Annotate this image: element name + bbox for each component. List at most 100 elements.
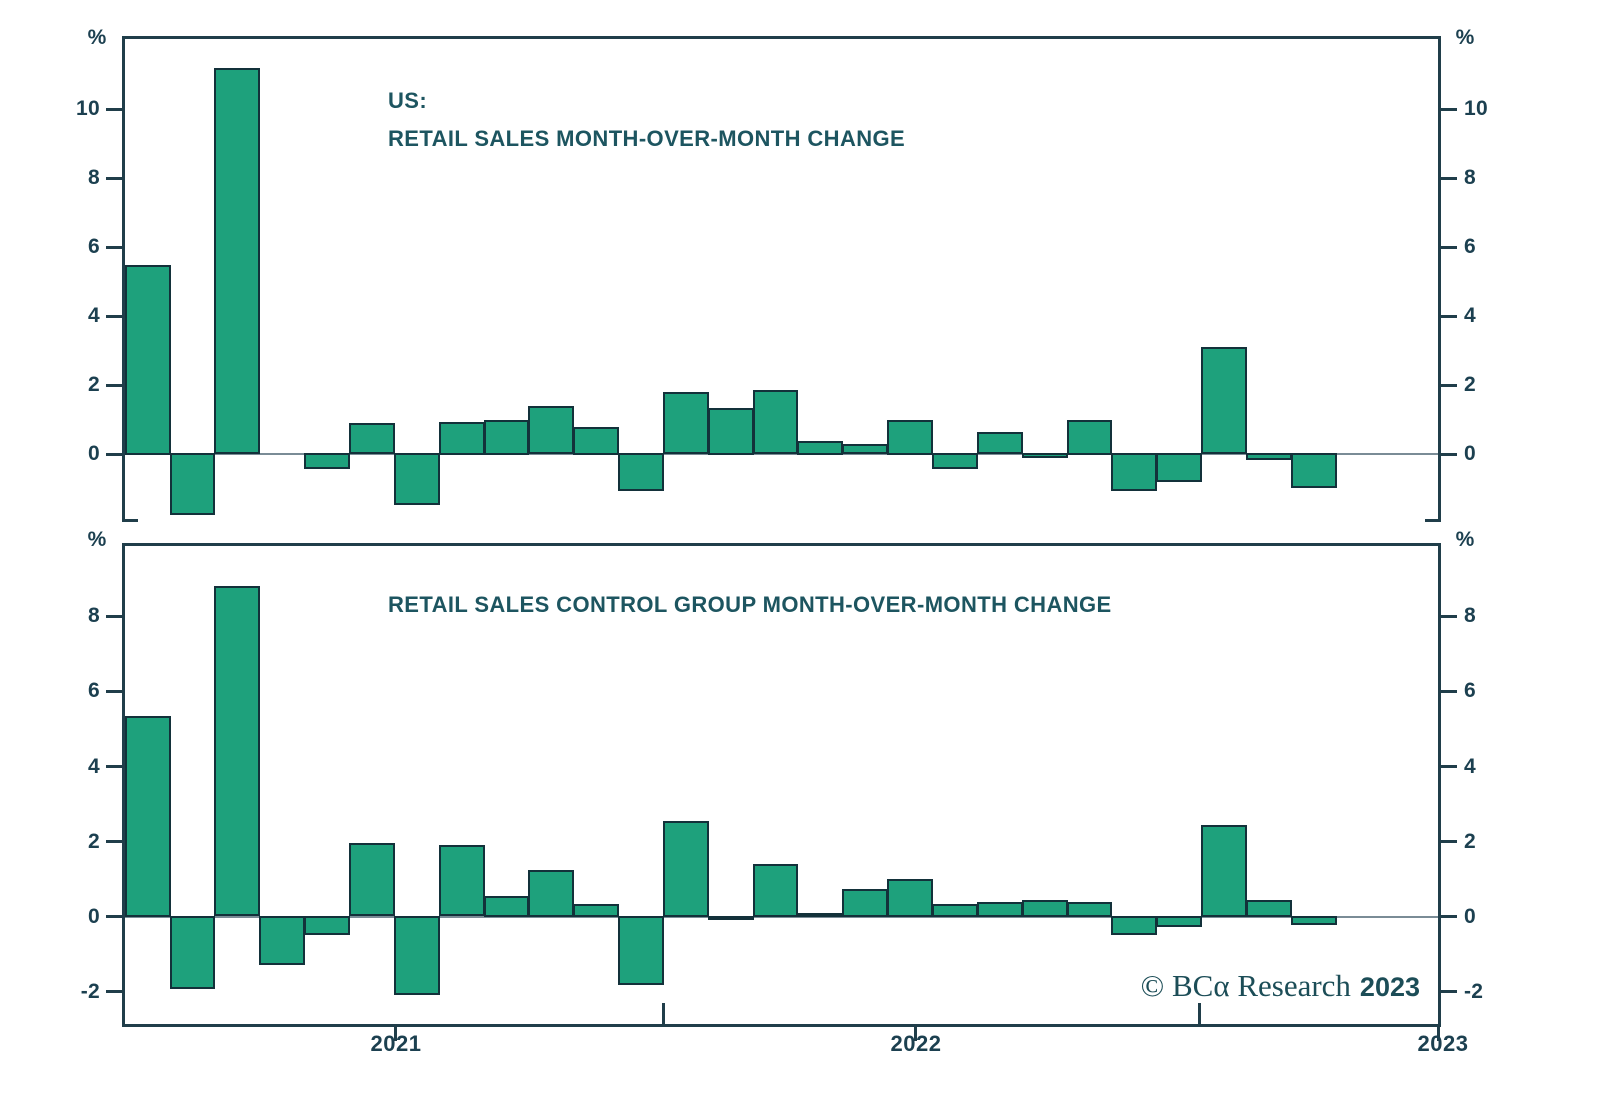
year-boundary-tick-2023 xyxy=(1198,1003,1201,1025)
y-tick-right xyxy=(1441,915,1457,919)
y-tick-label-right: 10 xyxy=(1464,97,1488,121)
bottom-panel-left-spine xyxy=(122,543,125,1027)
y-tick-right xyxy=(1441,314,1457,318)
year-minor-tick-2021 xyxy=(394,1027,397,1041)
bar-mar-2021 xyxy=(214,68,260,454)
y-tick-label-right: -2 xyxy=(1464,979,1484,1003)
y-tick-right xyxy=(1441,245,1457,249)
y-tick-label-right: 0 xyxy=(1464,904,1476,928)
y-tick-right xyxy=(1441,176,1457,180)
bar-jul-2022 xyxy=(932,453,978,469)
bar-aug-2022 xyxy=(977,902,1023,917)
bottom-chart-title: RETAIL SALES CONTROL GROUP MONTH-OVER-MO… xyxy=(388,592,1112,617)
top-panel-left-spine xyxy=(122,36,125,522)
y-tick-label-left: 0 xyxy=(88,442,100,466)
bar-feb-2022 xyxy=(708,916,754,920)
y-tick-label-left: 4 xyxy=(88,754,100,778)
bar-feb-2023 xyxy=(1246,453,1292,460)
y-tick-label-right: 8 xyxy=(1464,604,1476,628)
bar-nov-2021 xyxy=(573,904,619,917)
bar-may-2022 xyxy=(842,444,888,454)
bar-mar-2023 xyxy=(1291,453,1337,488)
y-tick-label-left: 2 xyxy=(88,373,100,397)
year-minor-tick-2022 xyxy=(914,1027,917,1041)
y-tick-right xyxy=(1441,452,1457,456)
bar-dec-2021 xyxy=(618,916,664,985)
y-tick-label-left: -2 xyxy=(80,979,100,1003)
y-tick-label-right: 0 xyxy=(1464,442,1476,466)
y-tick-left xyxy=(106,765,122,768)
bar-may-2021 xyxy=(304,453,350,469)
y-tick-label-right: 2 xyxy=(1464,829,1476,853)
bar-oct-2022 xyxy=(1067,902,1112,917)
bar-nov-2021 xyxy=(573,427,619,455)
y-tick-label-left: 2 xyxy=(88,829,100,853)
bar-jan-2023 xyxy=(1201,347,1247,454)
year-minor-tick-2023 xyxy=(1437,1027,1440,1041)
bottom-panel-unit-left: % xyxy=(87,528,107,551)
bar-feb-2021 xyxy=(170,916,215,989)
bar-mar-2023 xyxy=(1291,916,1337,925)
y-tick-left xyxy=(106,245,122,249)
y-tick-label-left: 4 xyxy=(88,304,100,328)
top-chart-title-line1: US: xyxy=(388,88,428,113)
bottom-panel-right-spine xyxy=(1438,543,1441,1027)
bar-sep-2021 xyxy=(484,896,529,917)
bar-jun-2022 xyxy=(887,879,933,917)
bar-oct-2021 xyxy=(528,406,574,454)
top-panel-right-spine xyxy=(1438,36,1441,522)
x-axis-label-2022: 2022 xyxy=(890,1031,942,1056)
bottom-panel-top-border xyxy=(122,543,1441,546)
bar-jan-2022 xyxy=(663,392,709,454)
bar-jul-2021 xyxy=(394,916,440,995)
y-tick-label-right: 6 xyxy=(1464,235,1476,259)
top-panel-top-border xyxy=(122,36,1441,39)
bar-apr-2021 xyxy=(259,916,305,965)
y-tick-label-right: 4 xyxy=(1464,754,1476,778)
bar-jan-2023 xyxy=(1201,825,1247,917)
bar-nov-2022 xyxy=(1111,916,1157,935)
y-tick-right xyxy=(1441,990,1457,994)
bca-research-wordmark: © BCα Research 2023 xyxy=(1060,968,1420,1004)
bar-dec-2021 xyxy=(618,453,664,491)
y-tick-right xyxy=(1441,107,1457,111)
bar-mar-2021 xyxy=(214,586,260,916)
bar-aug-2021 xyxy=(439,845,485,916)
y-tick-right xyxy=(1441,765,1457,768)
y-tick-label-left: 8 xyxy=(88,604,100,628)
x-axis-label-2023: 2023 xyxy=(1417,1031,1469,1056)
top-panel-corner-stub-right xyxy=(1425,519,1441,522)
y-tick-label-left: 0 xyxy=(88,904,100,928)
bar-jun-2021 xyxy=(349,423,395,454)
x-axis-label-2021: 2021 xyxy=(370,1031,422,1056)
y-tick-left xyxy=(106,176,122,180)
bottom-panel-zero-line xyxy=(123,916,1439,918)
bar-jul-2021 xyxy=(394,453,440,505)
bar-aug-2021 xyxy=(439,422,485,455)
copyright-year: 2023 xyxy=(1359,972,1420,1002)
y-tick-left xyxy=(106,314,122,318)
y-tick-label-right: 8 xyxy=(1464,166,1476,190)
bar-oct-2022 xyxy=(1067,420,1112,455)
bar-apr-2022 xyxy=(797,441,843,455)
bar-jul-2022 xyxy=(932,904,978,917)
y-tick-label-right: 2 xyxy=(1464,373,1476,397)
bottom-panel-unit-right: % xyxy=(1455,528,1475,551)
bar-mar-2022 xyxy=(753,864,798,917)
y-tick-right xyxy=(1441,383,1457,387)
bar-jun-2021 xyxy=(349,843,395,916)
bar-feb-2023 xyxy=(1246,900,1292,917)
top-panel-corner-stub-left xyxy=(122,519,138,522)
bar-jan-2021 xyxy=(125,716,171,917)
y-tick-right xyxy=(1441,840,1457,844)
y-tick-left xyxy=(106,614,122,618)
bar-may-2022 xyxy=(842,889,888,917)
top-chart-title-line2: RETAIL SALES MONTH-OVER-MONTH CHANGE xyxy=(388,126,906,151)
y-tick-left xyxy=(106,383,122,387)
y-tick-label-left: 6 xyxy=(88,679,100,703)
bar-sep-2022 xyxy=(1022,900,1068,917)
y-tick-left xyxy=(106,452,122,456)
bar-aug-2022 xyxy=(977,432,1023,454)
bar-feb-2021 xyxy=(170,453,215,515)
